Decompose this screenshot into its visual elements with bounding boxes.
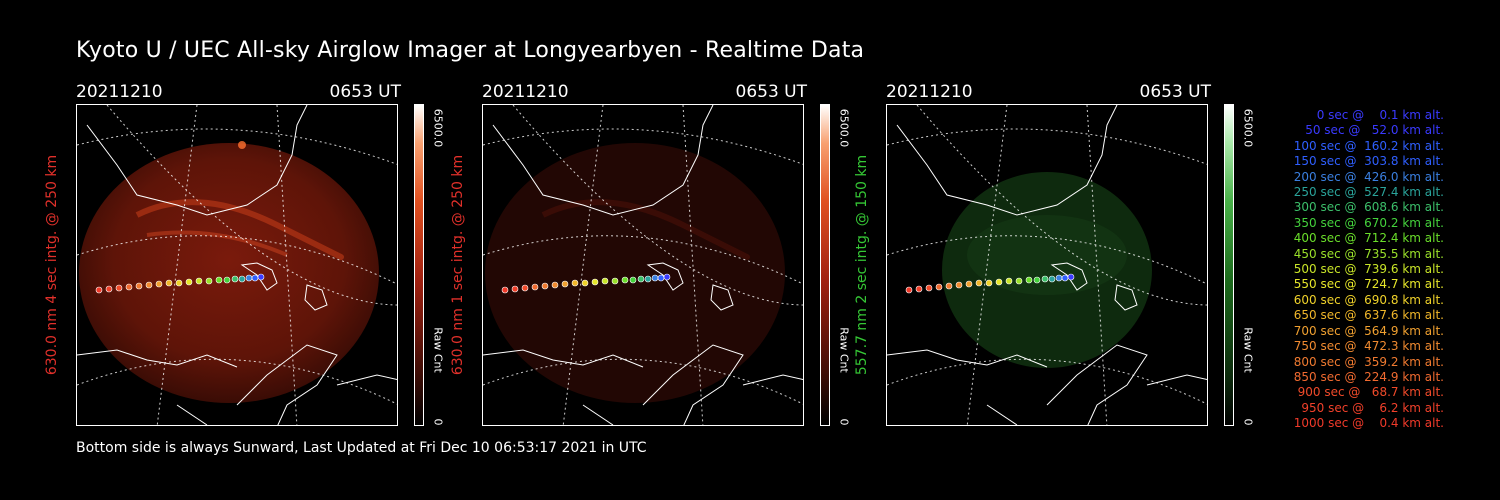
- airglow-image: [886, 104, 1208, 426]
- legend-row: 900 sec @ 68.7 km alt.: [1297, 385, 1444, 400]
- satellite-trajectory: [905, 273, 1075, 294]
- colorbar: [414, 104, 424, 426]
- map-overlay: [483, 105, 803, 425]
- legend-row: 50 sec @ 52.0 km alt.: [1305, 123, 1444, 138]
- trajectory-legend: 0 sec @ 0.1 km alt. 50 sec @ 52.0 km alt.…: [1262, 108, 1444, 432]
- legend-row: 650 sec @ 637.6 km alt.: [1293, 308, 1444, 323]
- airglow-image: [76, 104, 398, 426]
- airglow-patch: [967, 215, 1127, 295]
- panel-date: 20211210: [76, 82, 163, 102]
- legend-row: 450 sec @ 735.5 km alt.: [1293, 246, 1444, 261]
- colorbar: [820, 104, 830, 426]
- legend-row: 100 sec @ 160.2 km alt.: [1293, 138, 1444, 153]
- legend-row: 800 sec @ 359.2 km alt.: [1293, 354, 1444, 369]
- map-overlay: [887, 105, 1207, 425]
- page-title: Kyoto U / UEC All-sky Airglow Imager at …: [76, 38, 865, 63]
- legend-row: 250 sec @ 527.4 km alt.: [1293, 185, 1444, 200]
- legend-row: 200 sec @ 426.0 km alt.: [1293, 169, 1444, 184]
- airglow-image: [482, 104, 804, 426]
- panel-time: 0653 UT: [329, 82, 402, 102]
- legend-row: 0 sec @ 0.1 km alt.: [1316, 108, 1444, 122]
- legend-row: 600 sec @ 690.8 km alt.: [1293, 292, 1444, 307]
- grid-lines: [77, 105, 397, 425]
- legend-row: 950 sec @ 6.2 km alt.: [1301, 400, 1444, 415]
- aurora-arc: [135, 199, 344, 260]
- aurora-arc: [146, 230, 288, 257]
- legend-row: 500 sec @ 739.6 km alt.: [1293, 262, 1444, 277]
- satellite-trajectory: [501, 273, 671, 294]
- legend-row: 850 sec @ 224.9 km alt.: [1293, 369, 1444, 384]
- satellite-trajectory: [95, 273, 265, 294]
- map-overlay: [77, 105, 397, 425]
- legend-row: 300 sec @ 608.6 km alt.: [1293, 200, 1444, 215]
- legend-row: 400 sec @ 712.4 km alt.: [1293, 231, 1444, 246]
- aurora-arc: [541, 199, 750, 260]
- grid-lines: [483, 105, 803, 425]
- legend-row: 1000 sec @ 0.4 km alt.: [1293, 416, 1444, 431]
- imager-panel-557-2sec: 20211210 0653 UT 557.7 nm 2 sec intg. @ …: [854, 82, 1255, 426]
- aurora-spot: [238, 141, 246, 149]
- coastlines: [887, 105, 1207, 425]
- legend-row: 700 sec @ 564.9 km alt.: [1293, 323, 1444, 338]
- imager-panel-630-4sec: 20211210 0653 UT 630.0 nm 4 sec intg. @ …: [44, 82, 445, 426]
- imager-panel-630-1sec: 20211210 0653 UT 630.0 nm 1 sec intg. @ …: [450, 82, 851, 426]
- grid-lines: [887, 105, 1207, 425]
- panel-date: 20211210: [482, 82, 569, 102]
- coastlines: [483, 105, 803, 425]
- legend-row: 750 sec @ 472.3 km alt.: [1293, 339, 1444, 354]
- panel-date: 20211210: [886, 82, 973, 102]
- colorbar: [1224, 104, 1234, 426]
- legend-row: 150 sec @ 303.8 km alt.: [1293, 154, 1444, 169]
- panel-time: 0653 UT: [1139, 82, 1212, 102]
- panel-time: 0653 UT: [735, 82, 808, 102]
- coastlines: [77, 105, 397, 425]
- legend-row: 350 sec @ 670.2 km alt.: [1293, 215, 1444, 230]
- footer-note: Bottom side is always Sunward, Last Upda…: [76, 440, 647, 456]
- legend-row: 550 sec @ 724.7 km alt.: [1293, 277, 1444, 292]
